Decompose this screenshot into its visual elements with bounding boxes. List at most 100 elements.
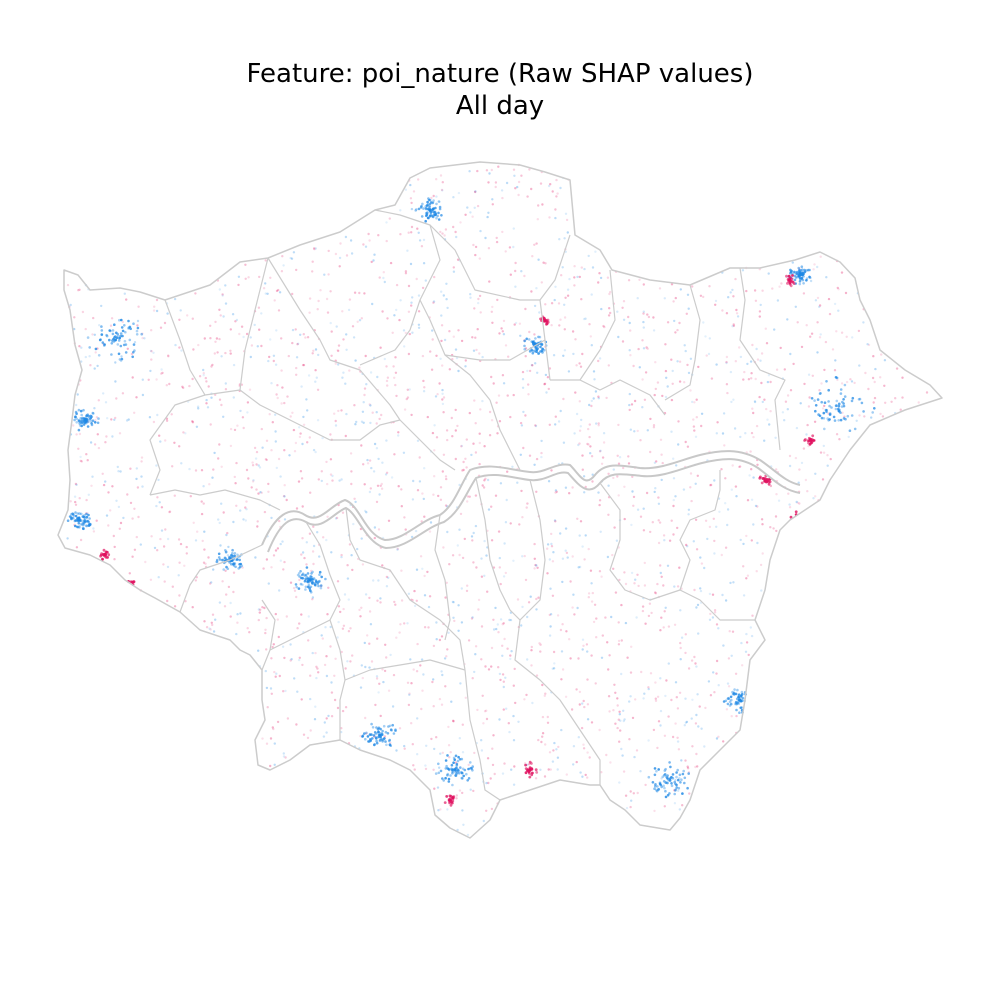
shap-point — [421, 567, 424, 570]
shap-point — [388, 738, 392, 742]
shap-point — [457, 771, 461, 775]
shap-point — [467, 777, 471, 780]
shap-point — [197, 343, 200, 347]
shap-point — [479, 229, 482, 233]
shap-point — [626, 656, 629, 659]
shap-point — [670, 358, 673, 361]
shap-point — [455, 797, 458, 800]
shap-point — [422, 497, 425, 501]
shap-point — [300, 385, 303, 388]
shap-point — [82, 527, 85, 531]
shap-point — [834, 404, 838, 408]
shap-point — [541, 683, 544, 687]
shap-point — [546, 547, 549, 550]
shap-point — [312, 544, 316, 548]
shap-point — [490, 539, 494, 542]
shap-point — [721, 309, 724, 312]
shap-point — [221, 558, 224, 562]
shap-point — [543, 694, 546, 697]
shap-point — [468, 411, 471, 415]
shap-point — [689, 389, 692, 392]
shap-point — [105, 550, 109, 554]
shap-point — [312, 562, 315, 566]
shap-point — [512, 245, 515, 249]
shap-point — [157, 576, 160, 579]
shap-point — [272, 359, 275, 363]
shap-point — [448, 330, 451, 333]
shap-point — [470, 453, 473, 457]
shap-point — [182, 386, 185, 390]
shap-point — [274, 430, 277, 433]
shap-point — [844, 291, 848, 295]
shap-point — [581, 648, 584, 651]
shap-point — [200, 469, 204, 472]
shap-point — [365, 383, 368, 386]
shap-point — [614, 722, 617, 725]
shap-point — [213, 451, 216, 455]
shap-point — [428, 204, 431, 208]
shap-point — [760, 381, 763, 385]
shap-point — [360, 664, 363, 667]
shap-point — [229, 601, 232, 605]
shap-point — [504, 250, 507, 253]
shap-point — [508, 730, 511, 734]
shap-point — [663, 610, 666, 613]
shap-point — [473, 206, 476, 209]
shap-point — [403, 408, 407, 411]
shap-point — [420, 215, 424, 218]
shap-point — [734, 360, 737, 363]
shap-point — [377, 730, 380, 734]
shap-point — [232, 590, 235, 594]
shap-point — [296, 342, 300, 345]
shap-point — [295, 585, 299, 589]
shap-point — [456, 258, 460, 261]
shap-point — [256, 520, 259, 523]
shap-point — [656, 695, 660, 698]
shap-point — [75, 483, 78, 486]
shap-point — [273, 763, 276, 766]
shap-point — [758, 315, 761, 318]
shap-point — [298, 435, 302, 439]
shap-point — [801, 272, 805, 275]
shap-point — [331, 479, 334, 482]
shap-point — [561, 580, 564, 584]
shap-point — [786, 394, 790, 397]
shap-point — [836, 286, 839, 290]
shap-point — [473, 307, 476, 310]
shap-point — [404, 270, 408, 273]
shap-point — [502, 319, 506, 323]
shap-point — [441, 777, 444, 780]
shap-point — [455, 772, 458, 776]
shap-point — [507, 355, 510, 358]
shap-point — [474, 645, 478, 648]
shap-point — [471, 616, 474, 619]
shap-point — [789, 515, 793, 519]
shap-point — [281, 540, 284, 543]
shap-point — [628, 403, 631, 407]
shap-point — [516, 185, 519, 189]
shap-point — [282, 494, 286, 498]
shap-point — [546, 721, 550, 724]
shap-point — [630, 645, 633, 648]
shap-point — [385, 585, 389, 588]
shap-point — [525, 506, 528, 509]
shap-point — [639, 515, 643, 518]
shap-point — [788, 464, 792, 468]
shap-point — [194, 539, 198, 542]
shap-point — [246, 411, 249, 414]
shap-point — [657, 502, 661, 505]
shap-point — [150, 350, 153, 353]
shap-point — [640, 670, 643, 674]
shap-point — [410, 722, 413, 725]
shap-point — [478, 257, 481, 260]
shap-point — [772, 527, 775, 530]
shap-point — [589, 569, 593, 572]
shap-point — [222, 511, 225, 514]
shap-point — [853, 381, 856, 385]
shap-point — [205, 402, 208, 405]
shap-point — [82, 408, 85, 412]
shap-point — [449, 774, 452, 777]
shap-point — [284, 756, 287, 759]
shap-point — [158, 501, 161, 504]
shap-point — [370, 260, 373, 264]
